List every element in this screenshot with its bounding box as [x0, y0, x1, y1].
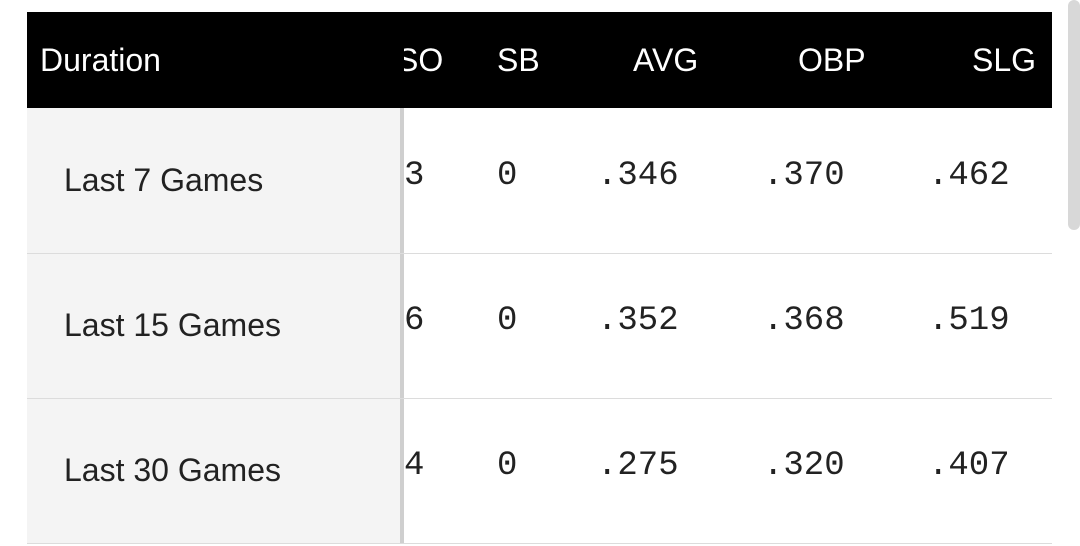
stat-value: 0 [497, 302, 518, 340]
column-header[interactable]: OBP [798, 42, 866, 78]
column-header[interactable]: SO [404, 42, 444, 78]
stat-value: 4 [404, 447, 425, 485]
row-separator [27, 253, 1052, 254]
stat-value: 0 [497, 447, 518, 485]
stat-value: 6 [404, 302, 425, 340]
row-separator [27, 398, 1052, 399]
row-label: Last 7 Games [64, 162, 264, 198]
scroll-area[interactable]: SO SB AVG OBP SLG 3 0 .346 .370 .462 6 0 .352 .368 .51… [404, 12, 1052, 546]
stat-value: .275 [597, 447, 679, 485]
stat-value: .519 [928, 302, 1010, 340]
table-header: Duration [27, 12, 1052, 108]
stat-value: .346 [597, 157, 679, 195]
row-separator [27, 543, 1052, 544]
row-label: Last 30 Games [64, 452, 281, 488]
stat-value: 3 [404, 157, 425, 195]
column-header[interactable]: SLG [972, 42, 1037, 78]
stat-value: .320 [763, 447, 845, 485]
column-header[interactable]: Duration [40, 42, 161, 78]
column-divider [400, 108, 404, 543]
row-label: Last 15 Games [64, 307, 281, 343]
column-header[interactable]: AVG [633, 42, 699, 78]
frozen-column [27, 108, 400, 543]
stat-value: .462 [928, 157, 1010, 195]
stat-value: .352 [597, 302, 679, 340]
scrollbar[interactable] [1068, 0, 1080, 230]
column-header[interactable]: SB [497, 42, 540, 78]
stat-value: .370 [763, 157, 845, 195]
stat-value: .368 [763, 302, 845, 340]
stat-value: 0 [497, 157, 518, 195]
stat-value: .407 [928, 447, 1010, 485]
